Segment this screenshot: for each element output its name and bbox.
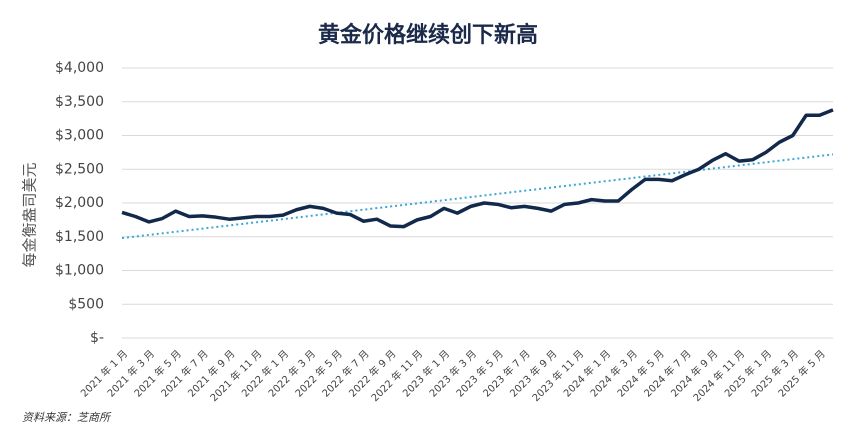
price-line — [121, 108, 834, 229]
x-tick-label: 2021 年 1 月 — [78, 347, 131, 400]
y-tick-label: $3,500 — [55, 94, 104, 110]
source: 资料来源：芝商所 — [22, 411, 112, 424]
trend-line — [121, 153, 834, 240]
y-tick-label: $500 — [68, 296, 104, 312]
y-tick-label: $4,000 — [55, 60, 104, 76]
y-axis-label: 每金衡盎司美元 — [21, 162, 39, 267]
y-tick-label: $- — [90, 330, 104, 346]
y-tick-label: $3,000 — [55, 128, 104, 144]
y-tick-label: $2,500 — [55, 161, 104, 177]
y-tick-label: $1,000 — [55, 263, 104, 279]
y-tick-label: $1,500 — [55, 229, 104, 245]
chart-title: 黄金价格继续创下新高 — [318, 22, 538, 48]
y-tick-label: $2,000 — [55, 195, 104, 211]
